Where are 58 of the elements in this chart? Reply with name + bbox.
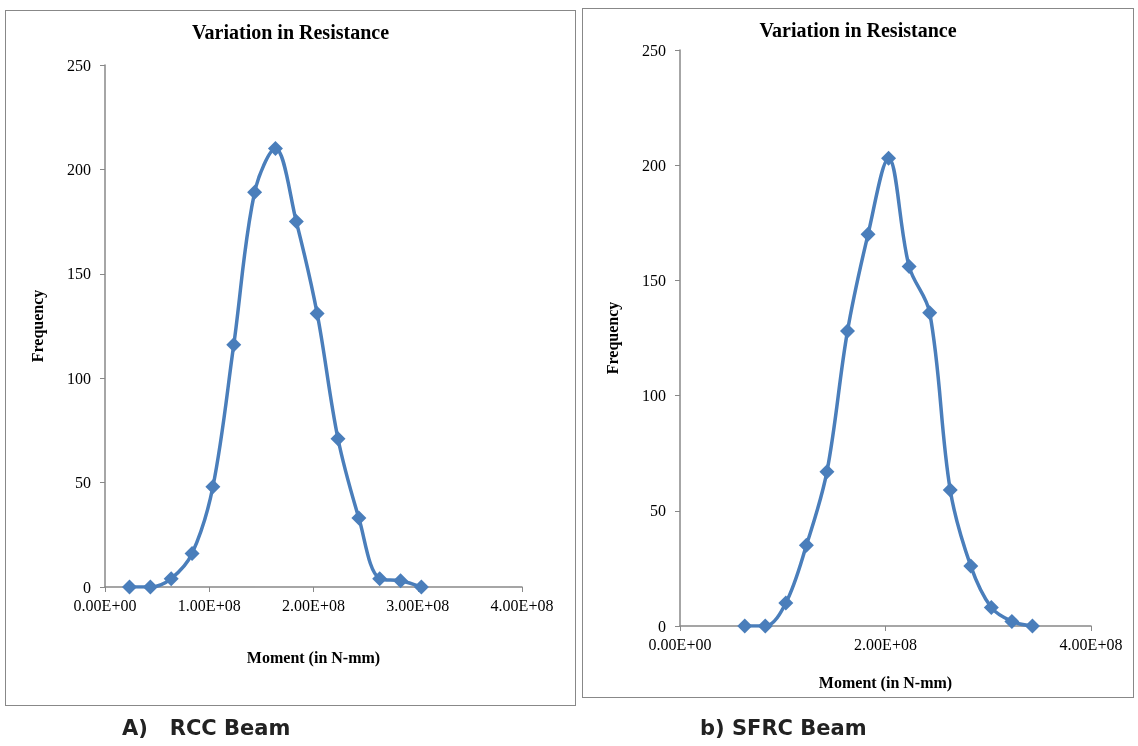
y-axis-title: Frequency	[603, 301, 622, 375]
x-tick-label: 1.00E+08	[177, 596, 241, 614]
x-tick-label: 4.00E+08	[490, 596, 554, 614]
chart-title: Variation in Resistance	[191, 21, 390, 43]
point	[778, 595, 794, 611]
y-tick-label: 250	[67, 56, 91, 74]
point	[983, 600, 999, 616]
y-axis-title: Frequency	[28, 289, 47, 363]
point	[737, 618, 753, 634]
point	[309, 305, 325, 321]
point	[184, 546, 200, 562]
x-axis-title: Moment (in N-mm)	[818, 673, 953, 692]
point	[881, 150, 897, 166]
y-tick-label: 50	[75, 474, 91, 492]
point	[372, 571, 388, 587]
chart-title: Variation in Resistance	[759, 19, 957, 41]
y-tick-label: 0	[658, 617, 666, 635]
point	[247, 184, 263, 200]
point	[839, 323, 855, 339]
y-tick-label: 200	[67, 160, 91, 178]
point	[963, 558, 979, 574]
point	[205, 479, 221, 495]
y-tick-label: 150	[67, 265, 91, 283]
point	[860, 226, 876, 242]
point	[393, 573, 409, 589]
x-tick-label: 0.00E+00	[648, 635, 712, 653]
point	[142, 579, 158, 595]
x-tick-label: 4.00E+08	[1059, 635, 1123, 653]
point	[1004, 613, 1020, 629]
x-tick-label: 2.00E+08	[854, 635, 917, 653]
point	[163, 571, 179, 587]
text: A) RCC Beam	[122, 716, 291, 740]
y-tick-label: 0	[83, 578, 91, 596]
point	[226, 337, 242, 353]
point	[922, 305, 938, 321]
point	[413, 579, 429, 595]
y-tick-label: 50	[650, 502, 666, 520]
point	[757, 618, 773, 634]
point	[288, 214, 304, 230]
point	[330, 431, 346, 447]
y-tick-label: 100	[67, 369, 91, 387]
point	[819, 464, 835, 480]
point	[1024, 618, 1040, 634]
point	[122, 579, 137, 595]
y-tick-label: 100	[642, 387, 666, 405]
point	[267, 141, 283, 157]
point	[798, 537, 814, 553]
x-tick-label: 2.00E+08	[282, 596, 345, 614]
x-tick-label: 3.00E+08	[386, 596, 450, 614]
x-axis-title: Moment (in N-mm)	[246, 648, 381, 667]
y-tick-label: 250	[642, 41, 666, 59]
point	[942, 482, 958, 498]
y-tick-label: 150	[642, 271, 666, 289]
point	[901, 259, 917, 275]
point	[351, 510, 367, 526]
x-tick-label: 0.00E+00	[73, 596, 137, 614]
y-tick-label: 200	[642, 156, 666, 174]
text: b) SFRC Beam	[700, 716, 867, 740]
